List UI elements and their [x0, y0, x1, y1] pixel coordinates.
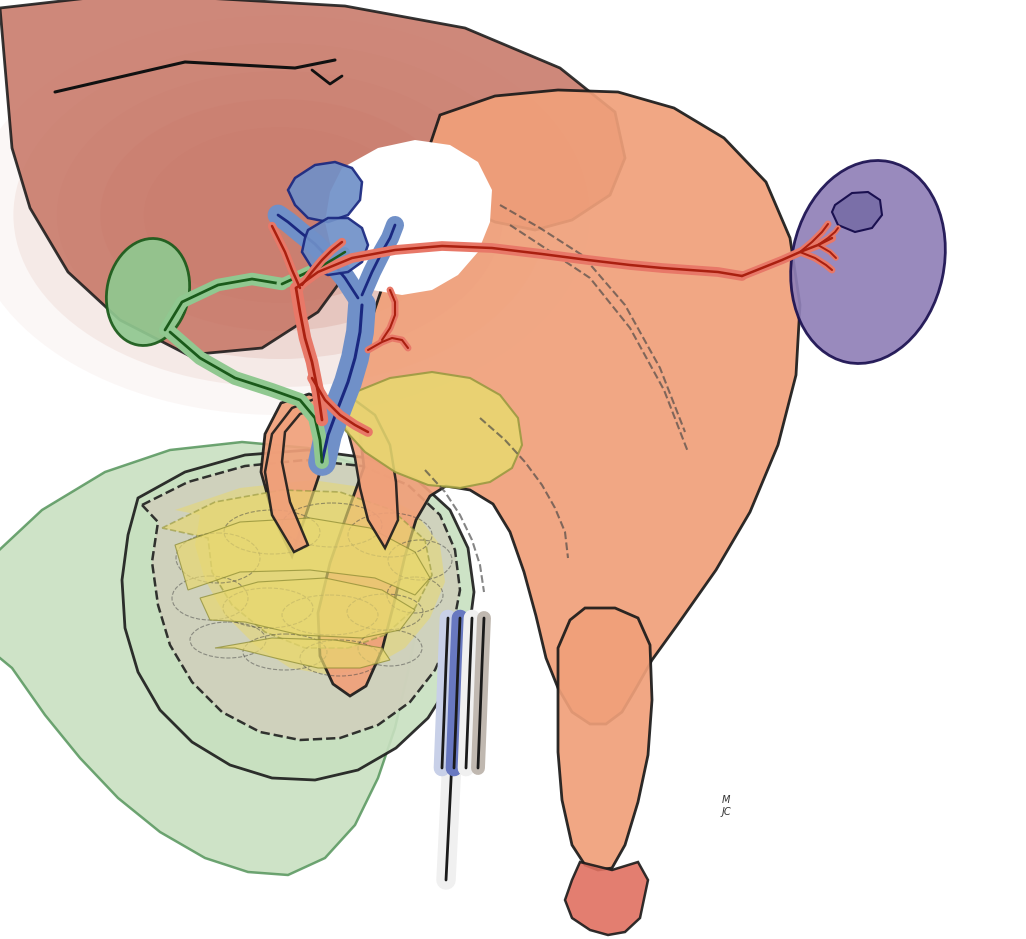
Ellipse shape [107, 239, 190, 346]
Ellipse shape [13, 43, 547, 387]
Polygon shape [142, 460, 460, 740]
Text: M
JC: M JC [722, 795, 732, 817]
Polygon shape [200, 578, 415, 638]
Polygon shape [175, 480, 445, 675]
Polygon shape [162, 490, 432, 648]
Ellipse shape [101, 99, 460, 331]
Polygon shape [558, 608, 652, 870]
Polygon shape [265, 396, 398, 552]
Ellipse shape [56, 71, 503, 359]
Polygon shape [261, 90, 800, 724]
Ellipse shape [0, 15, 590, 415]
Polygon shape [0, 442, 420, 875]
Ellipse shape [144, 127, 417, 303]
Polygon shape [215, 638, 390, 668]
Polygon shape [288, 162, 362, 222]
Polygon shape [0, 0, 625, 355]
Polygon shape [122, 450, 474, 780]
Ellipse shape [791, 161, 945, 363]
Polygon shape [302, 218, 368, 275]
Polygon shape [175, 518, 430, 595]
Polygon shape [565, 862, 648, 935]
Polygon shape [325, 140, 492, 295]
Polygon shape [340, 372, 522, 488]
Polygon shape [832, 192, 882, 232]
